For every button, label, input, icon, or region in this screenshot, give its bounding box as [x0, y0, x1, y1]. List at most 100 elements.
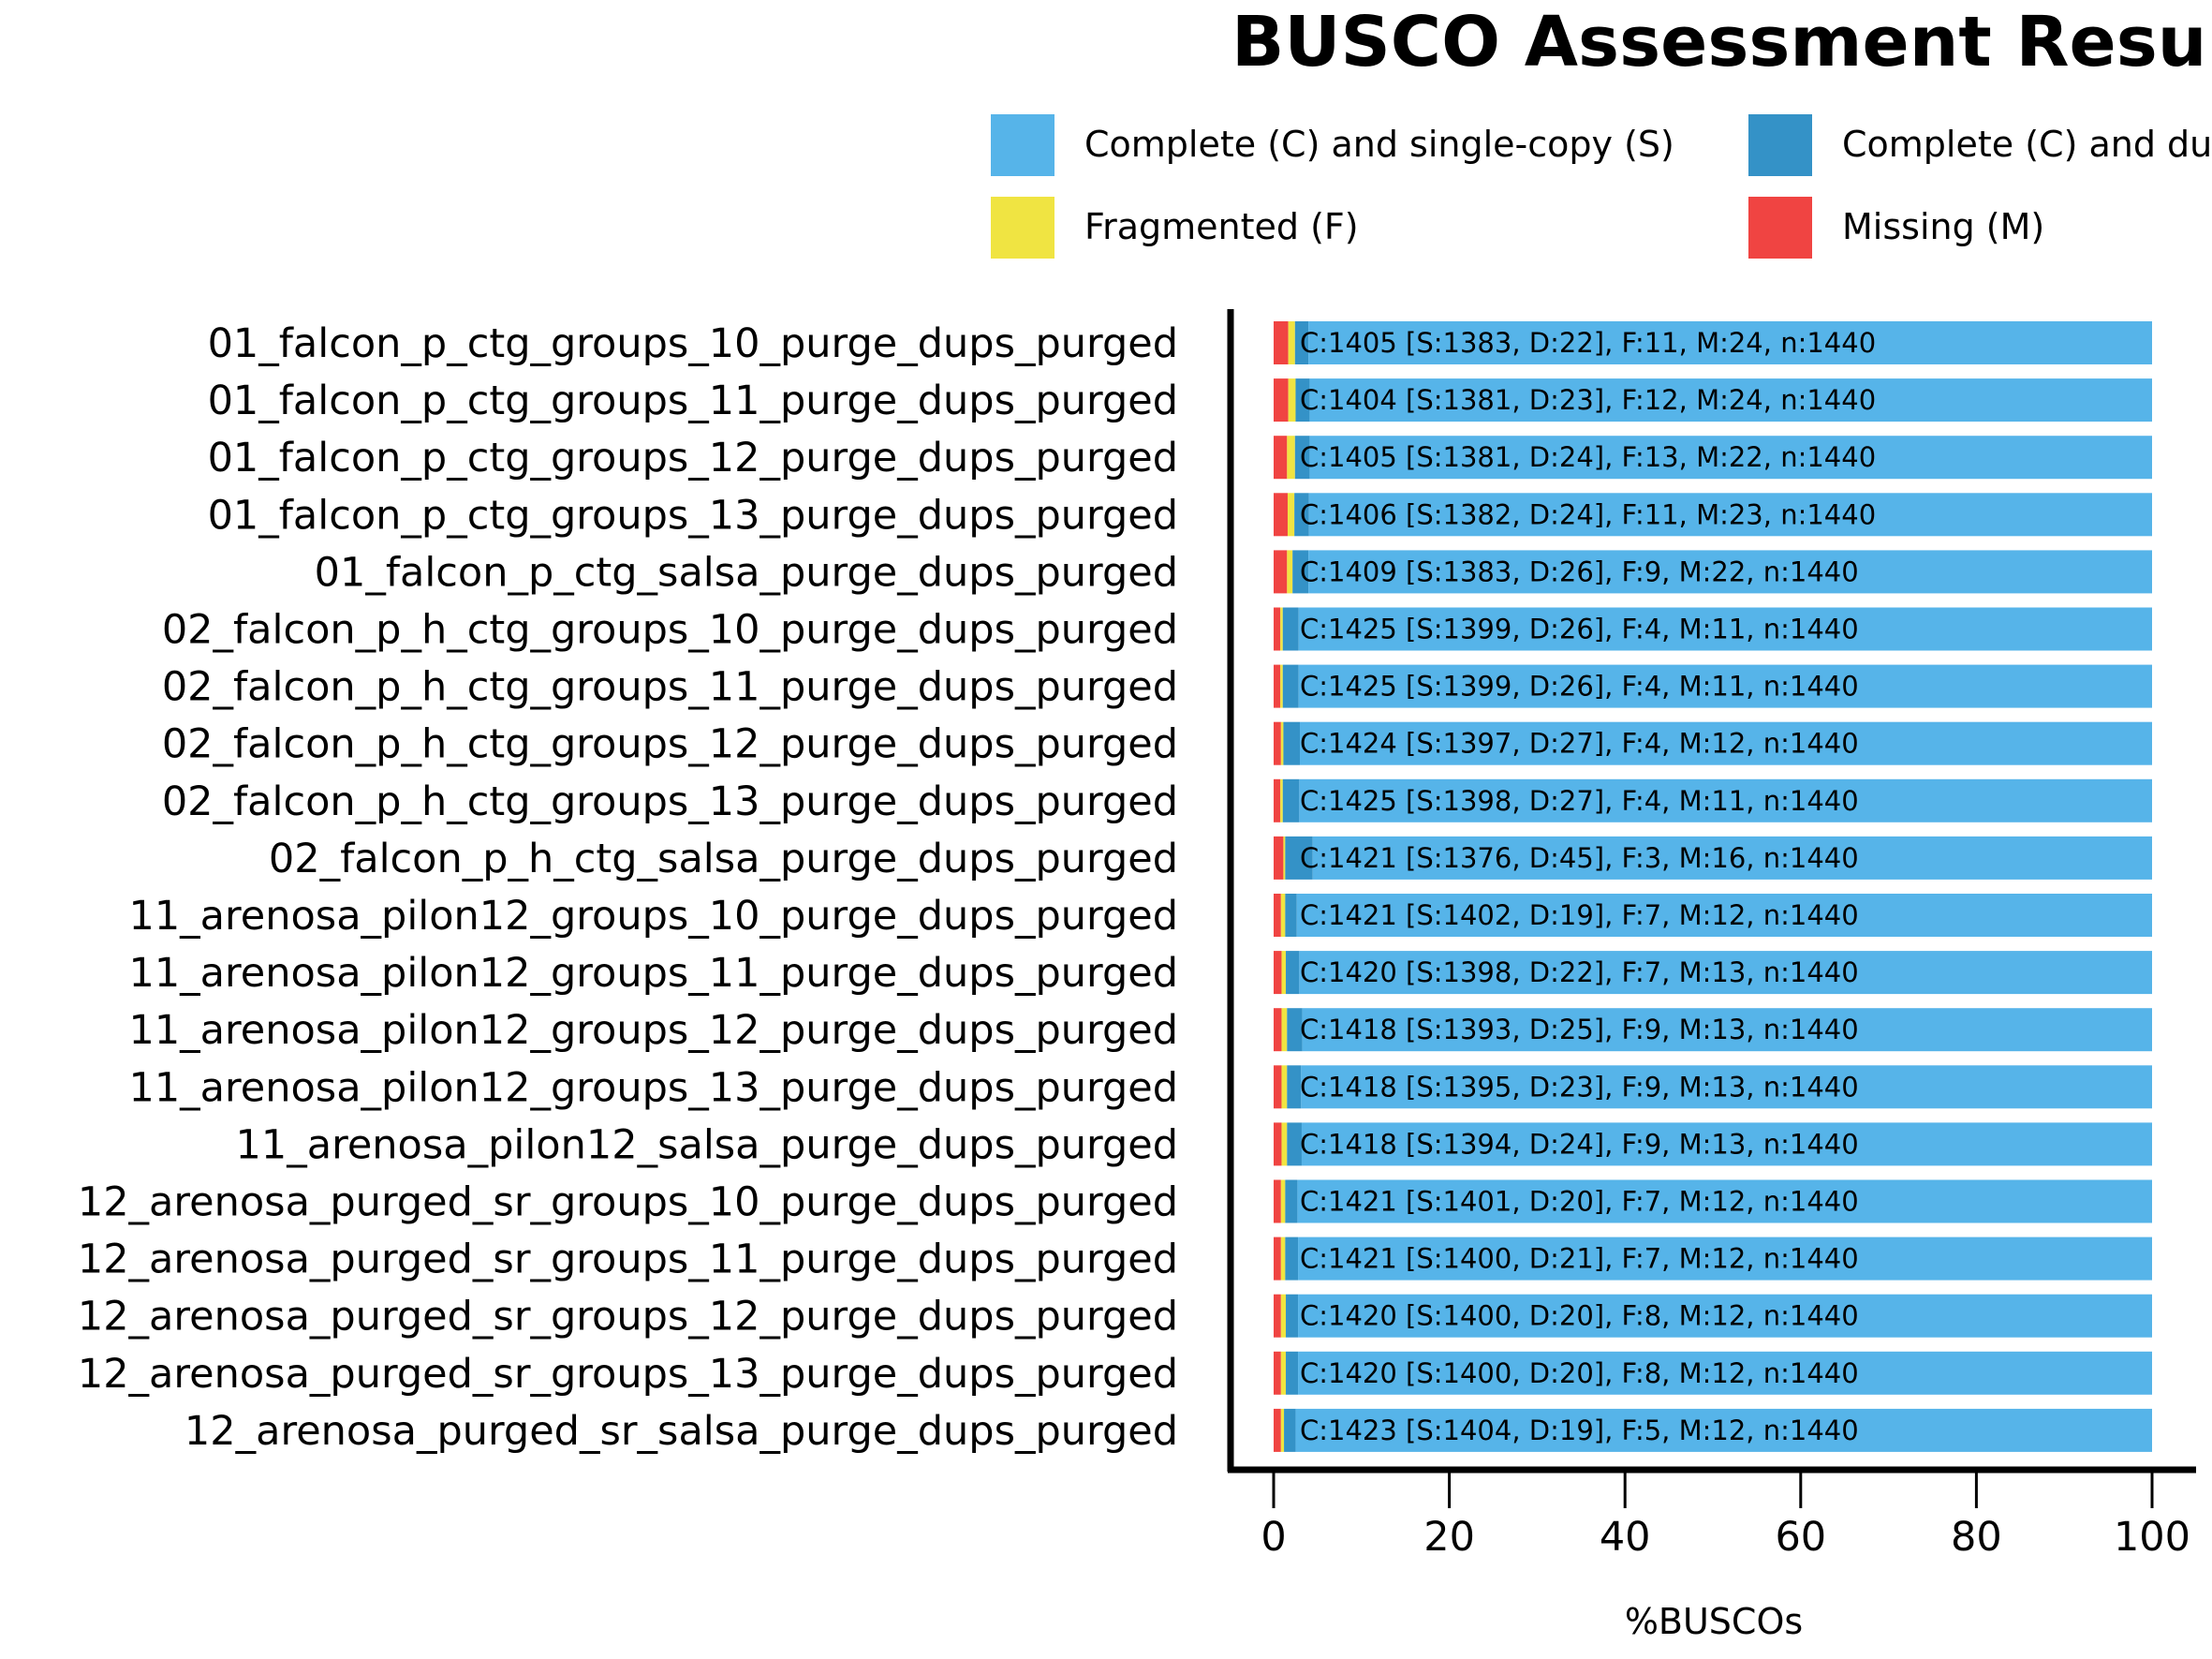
bar-segment-F	[1280, 778, 1283, 822]
bar-segment-S	[1299, 951, 2152, 995]
x-tick-label: 100	[2114, 1514, 2190, 1561]
bar-segment-D	[1294, 493, 1309, 537]
bar-annotation: C:1418 [S:1393, D:25], F:9, M:13, n:1440	[1300, 1014, 1859, 1045]
x-tick-label: 40	[1600, 1514, 1651, 1561]
category-label: 01_falcon_p_ctg_groups_11_purge_dups_pur…	[208, 378, 1178, 424]
x-tick-label: 20	[1423, 1514, 1475, 1561]
bar-segment-D	[1285, 1179, 1298, 1223]
category-label: 02_falcon_p_h_ctg_salsa_purge_dups_purge…	[269, 836, 1178, 882]
bar-segment-F	[1281, 951, 1287, 995]
bar-segment-F	[1287, 493, 1295, 537]
bar-segment-S	[1308, 550, 2152, 594]
bar-annotation: C:1421 [S:1401, D:20], F:7, M:12, n:1440	[1300, 1186, 1859, 1218]
bar-segment-M	[1274, 1294, 1281, 1338]
legend-swatch-D	[1748, 114, 1812, 176]
bar-annotation: C:1425 [S:1399, D:26], F:4, M:11, n:1440	[1300, 671, 1859, 703]
category-label: 02_falcon_p_h_ctg_groups_11_purge_dups_p…	[162, 664, 1178, 711]
bar-segment-D	[1286, 1351, 1299, 1395]
bar-segment-M	[1274, 894, 1281, 937]
category-label: 02_falcon_p_h_ctg_groups_10_purge_dups_p…	[162, 607, 1178, 654]
category-label: 11_arenosa_pilon12_groups_13_purge_dups_…	[128, 1064, 1178, 1111]
category-label: 11_arenosa_pilon12_salsa_purge_dups_purg…	[236, 1121, 1178, 1168]
bar-segment-F	[1281, 1122, 1288, 1166]
bar-segment-F	[1281, 1065, 1288, 1109]
bar-segment-D	[1287, 1065, 1302, 1109]
bar-segment-F	[1287, 436, 1295, 480]
bar-annotations: C:1405 [S:1383, D:22], F:11, M:24, n:144…	[1300, 327, 1876, 1446]
category-label: 01_falcon_p_ctg_salsa_purge_dups_purged	[315, 549, 1178, 596]
bar-segment-S	[1298, 607, 2152, 651]
bar-segment-M	[1274, 951, 1282, 995]
category-label: 12_arenosa_purged_sr_groups_11_purge_dup…	[78, 1237, 1178, 1283]
bars	[1274, 321, 2152, 1452]
legend-swatch-S	[991, 114, 1054, 176]
legend-label-D: Complete (C) and duplicated (D)	[1842, 124, 2212, 165]
bar-segment-M	[1274, 1122, 1282, 1166]
category-label: 12_arenosa_purged_sr_groups_13_purge_dup…	[78, 1351, 1178, 1398]
bar-segment-F	[1280, 1294, 1287, 1338]
bar-annotation: C:1420 [S:1400, D:20], F:8, M:12, n:1440	[1300, 1357, 1859, 1389]
bar-segment-M	[1274, 436, 1288, 480]
bar-segment-S	[1309, 436, 2152, 480]
bar-segment-S	[1298, 1351, 2152, 1395]
bar-segment-S	[1300, 721, 2152, 765]
bar-segment-F	[1280, 607, 1283, 651]
bar-segment-M	[1274, 1408, 1281, 1452]
bar-segment-D	[1294, 321, 1309, 364]
bar-segment-S	[1308, 493, 2152, 537]
bar-segment-M	[1274, 378, 1289, 422]
category-label: 11_arenosa_pilon12_groups_10_purge_dups_…	[128, 893, 1178, 940]
bar-segment-F	[1288, 321, 1295, 364]
bar-segment-D	[1282, 778, 1300, 822]
x-axis-title: %BUSCOs	[1625, 1601, 1803, 1642]
bar-annotation: C:1424 [S:1397, D:27], F:4, M:12, n:1440	[1300, 728, 1859, 760]
bar-segment-D	[1287, 1122, 1302, 1166]
bar-segment-F	[1280, 1351, 1287, 1395]
bar-segment-S	[1298, 664, 2152, 708]
bar-segment-M	[1274, 550, 1288, 594]
bar-segment-S	[1297, 1179, 2152, 1223]
bar-annotation: C:1420 [S:1398, D:22], F:7, M:13, n:1440	[1300, 956, 1859, 988]
bar-segment-S	[1302, 1008, 2152, 1052]
category-label: 12_arenosa_purged_sr_groups_12_purge_dup…	[78, 1294, 1178, 1341]
bar-segment-D	[1295, 378, 1310, 422]
bar-segment-S	[1296, 894, 2152, 937]
bar-segment-M	[1274, 664, 1281, 708]
bar-segment-M	[1274, 1008, 1282, 1052]
bar-segment-S	[1298, 1237, 2152, 1281]
chart-title: BUSCO Assessment Results	[1231, 2, 2212, 82]
bar-segment-D	[1285, 836, 1313, 880]
bar-annotation: C:1425 [S:1399, D:26], F:4, M:11, n:1440	[1300, 614, 1859, 645]
bar-annotation: C:1418 [S:1395, D:23], F:9, M:13, n:1440	[1300, 1071, 1859, 1103]
category-labels: 01_falcon_p_ctg_groups_10_purge_dups_pur…	[78, 320, 1178, 1455]
bar-segment-S	[1298, 1294, 2152, 1338]
bar-segment-F	[1280, 1179, 1286, 1223]
bar-segment-D	[1287, 1008, 1303, 1052]
bar-segment-S	[1308, 321, 2152, 364]
bar-segment-F	[1281, 1008, 1288, 1052]
bar-segment-F	[1287, 550, 1293, 594]
bar-segment-D	[1286, 951, 1300, 995]
bar-segment-D	[1285, 894, 1297, 937]
bar-annotation: C:1420 [S:1400, D:20], F:8, M:12, n:1440	[1300, 1300, 1859, 1332]
bar-segment-M	[1274, 836, 1284, 880]
bar-segment-F	[1280, 664, 1283, 708]
legend-label-S: Complete (C) and single-copy (S)	[1084, 124, 1674, 165]
bar-segment-M	[1274, 1237, 1281, 1281]
bar-segment-F	[1283, 836, 1286, 880]
bar-segment-D	[1292, 550, 1309, 594]
legend-swatch-M	[1748, 197, 1812, 259]
bar-segment-M	[1274, 321, 1289, 364]
bar-segment-S	[1301, 1122, 2152, 1166]
category-label: 12_arenosa_purged_sr_salsa_purge_dups_pu…	[184, 1408, 1178, 1455]
bar-annotation: C:1404 [S:1381, D:23], F:12, M:24, n:144…	[1300, 384, 1876, 416]
bar-segment-M	[1274, 721, 1281, 765]
category-label: 01_falcon_p_ctg_groups_10_purge_dups_pur…	[208, 320, 1178, 367]
bar-segment-M	[1274, 1179, 1281, 1223]
bar-segment-S	[1299, 778, 2152, 822]
bar-segment-S	[1301, 1065, 2152, 1109]
bar-segment-D	[1283, 721, 1301, 765]
bar-segment-F	[1280, 894, 1286, 937]
category-label: 02_falcon_p_h_ctg_groups_13_purge_dups_p…	[162, 778, 1178, 825]
